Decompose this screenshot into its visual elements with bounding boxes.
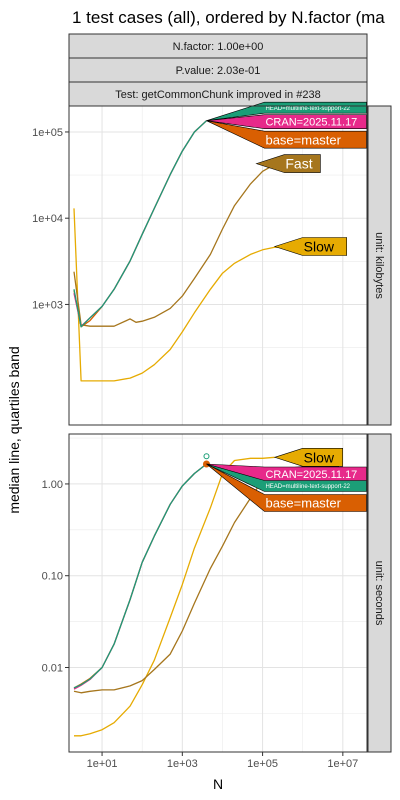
y-axis-label: median line, quartiles band	[6, 346, 22, 513]
facet-strip-1: unit: seconds	[367, 433, 392, 753]
series-line-slow	[74, 456, 275, 737]
direct-label-text-slow: Slow	[304, 239, 335, 255]
facet-strip-0: unit: kilobytes	[367, 105, 392, 426]
series-group	[73, 453, 276, 737]
strip-test-label: Test: getCommonChunk improved in #238	[115, 89, 320, 101]
series-line-head	[73, 120, 207, 328]
panel-seconds: 1e+011e+031e+051e+070.010.101.00SlowFast…	[42, 433, 392, 770]
series-line-fast	[73, 468, 276, 694]
direct-label-box-slow	[273, 447, 344, 467]
direct-label-box-slow	[273, 237, 348, 256]
y-tick-label: 1e+04	[32, 213, 63, 225]
direct-label-text-base: base=master	[265, 132, 341, 147]
series-line-head	[73, 463, 207, 689]
facet-strip-label: unit: seconds	[373, 561, 385, 626]
x-axis-label: N	[213, 776, 223, 792]
direct-label-text-base: base=master	[265, 496, 341, 511]
direct-label-cran: CRAN=2025.11.17	[206, 114, 367, 129]
x-tick-label: 1e+03	[167, 758, 198, 770]
direct-label-slow: Slow	[273, 237, 348, 256]
direct-label-text-head: HEAD=multiline-text-support-22	[265, 484, 350, 490]
direct-label-text-cran: CRAN=2025.11.17	[265, 117, 357, 129]
y-tick-label: 0.10	[42, 571, 63, 583]
series-group	[73, 120, 291, 382]
series-line-slow	[73, 208, 291, 382]
panel-border	[68, 105, 368, 426]
facet-strip-label: unit: kilobytes	[373, 232, 385, 299]
facet-strip-box	[367, 105, 392, 426]
y-tick-label: 0.01	[42, 662, 63, 674]
facet-strip-box	[367, 433, 392, 753]
direct-label-box-fast	[255, 154, 321, 173]
strip-pvalue-label: P.value: 2.03e-01	[176, 65, 261, 77]
series-line-fast	[73, 163, 276, 327]
direct-label-text-cran: CRAN=2025.11.17	[265, 469, 357, 481]
x-tick-label: 1e+05	[247, 758, 278, 770]
panel-kilobytes: 1e+03 1e+04 1e+05 HEAD=multiline-text-suppo…	[32, 101, 392, 426]
strip-pvalue: P.value: 2.03e-01	[68, 57, 368, 83]
plot-background	[69, 106, 367, 425]
panel-border	[68, 433, 368, 753]
series-outlier-head	[203, 453, 210, 460]
direct-label-fast: Fast	[255, 154, 321, 173]
direct-label-text-fast: Fast	[285, 156, 312, 172]
y-tick-label: 1e+05	[32, 127, 63, 139]
chart-title: 1 test cases (all), ordered by N.factor …	[72, 8, 385, 27]
x-tick-label: 1e+01	[87, 758, 118, 770]
direct-label-text-slow: Slow	[304, 449, 335, 465]
direct-label-text-head: HEAD=multiline-text-support-22	[265, 106, 350, 112]
strip-nfactor: N.factor: 1.00e+00	[68, 33, 368, 59]
direct-label-slow: Slow	[273, 447, 344, 467]
x-tick-label: 1e+07	[327, 758, 358, 770]
y-tick-label: 1.00	[42, 479, 63, 491]
y-tick-label: 1e+03	[32, 299, 63, 311]
strip-nfactor-label: N.factor: 1.00e+00	[173, 41, 264, 53]
